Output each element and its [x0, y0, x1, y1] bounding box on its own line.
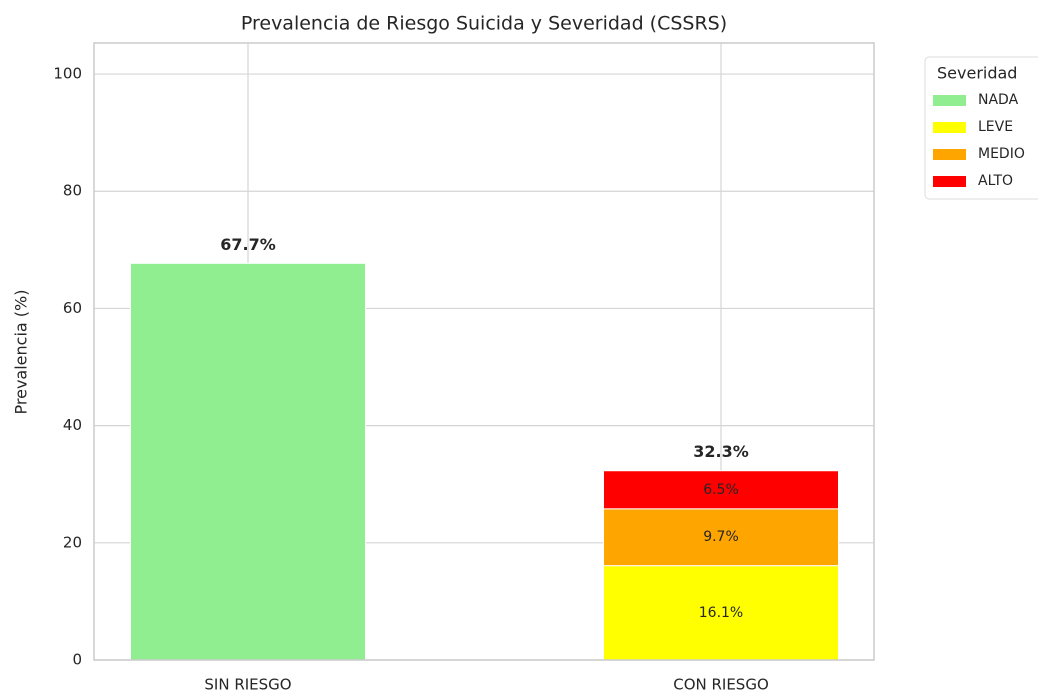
plot-frame: [93, 42, 875, 661]
legend-label: LEVE: [978, 119, 1013, 135]
legend-swatch: [933, 122, 966, 133]
segment-label: 6.5%: [703, 482, 739, 498]
chart-title: Prevalencia de Riesgo Suicida y Severida…: [241, 13, 727, 35]
legend-swatch: [933, 95, 966, 106]
y-axis-label: Prevalencia (%): [12, 290, 31, 415]
segment-label: 9.7%: [703, 529, 739, 545]
y-tick-label: 40: [63, 416, 82, 434]
total-label: 32.3%: [693, 442, 749, 461]
y-tick-label: 100: [53, 65, 82, 83]
legend-title: Severidad: [937, 64, 1017, 83]
bar-segment: [603, 508, 839, 567]
y-tick-label: 0: [72, 651, 82, 669]
bar-segment: [603, 565, 839, 661]
x-tick-label: CON RIESGO: [673, 676, 769, 692]
legend-swatch: [933, 149, 966, 160]
bar-segment: [603, 470, 839, 510]
legend-swatch: [933, 176, 966, 187]
y-tick-label: 60: [63, 299, 82, 317]
legend-box: [924, 56, 1038, 200]
legend-label: MEDIO: [978, 146, 1025, 162]
total-label: 67.7%: [220, 235, 276, 254]
legend-label: ALTO: [978, 173, 1013, 189]
y-tick-label: 20: [63, 533, 82, 551]
segment-label: 16.1%: [699, 605, 743, 621]
y-tick-label: 80: [63, 182, 82, 200]
legend-label: NADA: [978, 92, 1019, 108]
x-tick-label: SIN RIESGO: [204, 676, 291, 692]
bar-segment: [130, 262, 366, 661]
